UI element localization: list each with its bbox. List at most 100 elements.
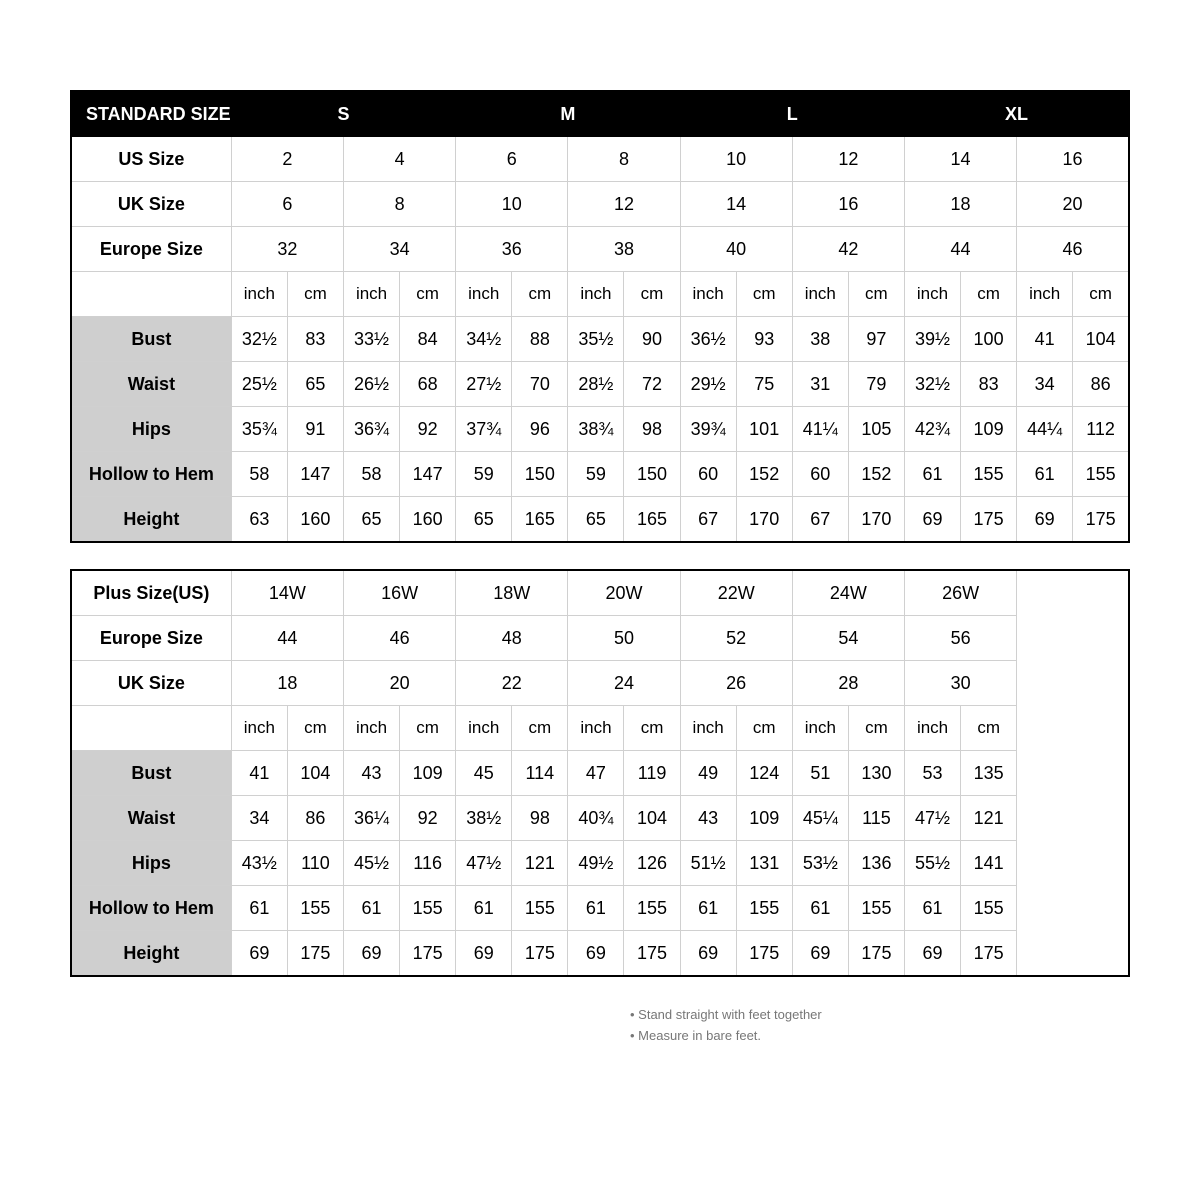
table-cell: 104 [287, 751, 343, 796]
row-label: Hips [71, 407, 231, 452]
table-cell: 47 [568, 751, 624, 796]
unit-inch: inch [792, 272, 848, 317]
table-cell: 69 [343, 931, 399, 977]
table-cell: 96 [512, 407, 568, 452]
table-cell: 39½ [904, 317, 960, 362]
table-cell: 170 [736, 497, 792, 543]
table-cell: 131 [736, 841, 792, 886]
table-cell: 60 [792, 452, 848, 497]
table-cell: 114 [512, 751, 568, 796]
table-cell: 61 [1017, 452, 1073, 497]
table-cell: 121 [961, 796, 1017, 841]
table-cell: 39¾ [680, 407, 736, 452]
unit-inch: inch [568, 706, 624, 751]
table-cell: 33½ [343, 317, 399, 362]
unit-inch: inch [231, 706, 287, 751]
table-cell: 69 [231, 931, 287, 977]
table-cell: 2 [231, 137, 343, 182]
table-cell: 42¾ [904, 407, 960, 452]
table-cell: 22W [680, 570, 792, 616]
table-cell: 16 [1017, 137, 1129, 182]
table-cell: 70 [512, 362, 568, 407]
table-cell: 35½ [568, 317, 624, 362]
table-cell: 34½ [456, 317, 512, 362]
row-label: Europe Size [71, 227, 231, 272]
table-cell: 10 [456, 182, 568, 227]
waist-row: Waist 25½65 26½68 27½70 28½72 29½75 3179… [71, 362, 1129, 407]
table-cell: 175 [400, 931, 456, 977]
table-cell: 92 [400, 796, 456, 841]
table-cell: 38¾ [568, 407, 624, 452]
table-cell: 61 [456, 886, 512, 931]
table-cell: 42 [792, 227, 904, 272]
table-cell: 155 [624, 886, 680, 931]
unit-inch: inch [680, 706, 736, 751]
unit-inch: inch [231, 272, 287, 317]
table-cell: 175 [736, 931, 792, 977]
table-cell: 175 [961, 497, 1017, 543]
table-cell: 38 [792, 317, 848, 362]
table-cell: 69 [905, 931, 961, 977]
table-header-row: STANDARD SIZE S M L XL [71, 91, 1129, 137]
table-cell: 110 [287, 841, 343, 886]
unit-inch: inch [456, 272, 512, 317]
table-cell: 20 [1017, 182, 1129, 227]
unit-cm: cm [287, 706, 343, 751]
table-cell: 75 [736, 362, 792, 407]
table-cell: 10 [680, 137, 792, 182]
us-size-row: US Size 2 4 6 8 10 12 14 16 [71, 137, 1129, 182]
table-cell: 90 [624, 317, 680, 362]
header-size-l: L [680, 91, 904, 137]
table-cell: 18 [231, 661, 343, 706]
table-cell: 136 [848, 841, 904, 886]
table-cell: 45¼ [792, 796, 848, 841]
table-cell: 121 [512, 841, 568, 886]
table-cell: 98 [512, 796, 568, 841]
plus-bust-row: Bust 41104 43109 45114 47119 49124 51130… [71, 751, 1129, 796]
table-cell: 41¼ [792, 407, 848, 452]
uk-size-row: UK Size 6 8 10 12 14 16 18 20 [71, 182, 1129, 227]
row-label: Bust [71, 317, 231, 362]
table-cell: 91 [287, 407, 343, 452]
table-cell: 44¼ [1017, 407, 1073, 452]
table-cell: 130 [848, 751, 904, 796]
table-cell: 18W [456, 570, 568, 616]
table-cell: 175 [848, 931, 904, 977]
table-cell: 32½ [231, 317, 287, 362]
table-cell: 155 [400, 886, 456, 931]
table-cell: 126 [624, 841, 680, 886]
table-cell: 61 [231, 886, 287, 931]
table-cell: 55½ [905, 841, 961, 886]
table-cell: 124 [736, 751, 792, 796]
table-cell: 119 [624, 751, 680, 796]
table-cell: 165 [624, 497, 680, 543]
unit-inch: inch [343, 706, 399, 751]
table-cell: 175 [512, 931, 568, 977]
unit-cm: cm [287, 272, 343, 317]
table-cell: 65 [456, 497, 512, 543]
table-cell: 112 [1073, 407, 1129, 452]
footnote-item: Stand straight with feet together [630, 1005, 1130, 1026]
table-cell: 53 [905, 751, 961, 796]
table-cell: 56 [905, 616, 1017, 661]
table-cell: 20 [343, 661, 455, 706]
header-size-xl: XL [904, 91, 1129, 137]
table-cell: 101 [736, 407, 792, 452]
table-cell: 160 [287, 497, 343, 543]
table-cell: 12 [792, 137, 904, 182]
table-cell: 40¾ [568, 796, 624, 841]
table-cell: 69 [568, 931, 624, 977]
table-cell: 105 [848, 407, 904, 452]
table-cell: 61 [905, 886, 961, 931]
table-cell: 46 [343, 616, 455, 661]
table-cell: 61 [792, 886, 848, 931]
table-cell: 83 [961, 362, 1017, 407]
table-cell: 69 [680, 931, 736, 977]
table-cell: 155 [961, 452, 1017, 497]
table-cell: 53½ [792, 841, 848, 886]
table-cell: 43½ [231, 841, 287, 886]
table-cell: 32 [231, 227, 343, 272]
plus-europe-size-row: Europe Size 44 46 48 50 52 54 56 [71, 616, 1129, 661]
table-cell: 109 [961, 407, 1017, 452]
table-cell: 160 [400, 497, 456, 543]
